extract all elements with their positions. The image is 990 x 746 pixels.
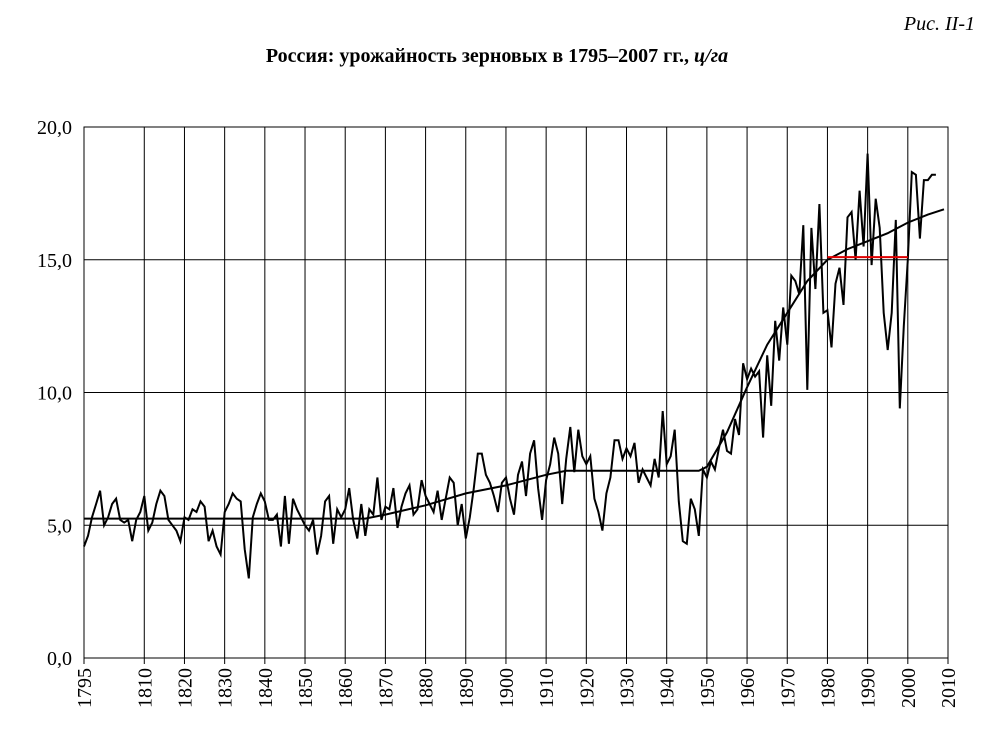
data-line	[84, 208, 945, 520]
x-tick-label: 1970	[777, 668, 799, 708]
y-tick-label: 15,0	[37, 250, 72, 272]
plot-frame	[83, 126, 949, 659]
x-tick-label: 1950	[697, 668, 719, 708]
x-tick-label: 2000	[898, 668, 920, 708]
x-tick-label: 1990	[858, 668, 880, 708]
x-tick-label: 1900	[496, 668, 518, 708]
x-tick-label: 1850	[295, 668, 317, 708]
x-tick-label: 1830	[215, 668, 237, 708]
x-tick-label: 1980	[817, 668, 839, 708]
title-unit: ц/га	[694, 45, 728, 67]
chart-title: Россия: урожайность зерновых в 1795–2007…	[266, 45, 728, 67]
x-tick-label: 1870	[375, 668, 397, 708]
x-tick-label: 1910	[536, 668, 558, 708]
x-tick-label: 1930	[617, 668, 639, 708]
x-tick-label: 2010	[938, 668, 960, 708]
x-tick-label: 1860	[335, 668, 357, 708]
y-tick-label: 10,0	[37, 383, 72, 405]
x-tick-label: 1820	[174, 668, 196, 708]
x-tick-label: 1960	[737, 668, 759, 708]
title-text: Россия: урожайность зерновых в 1795–2007…	[266, 45, 694, 67]
x-tick-label: 1920	[576, 668, 598, 708]
x-tick-label: 1795	[74, 668, 96, 708]
x-tick-label: 1810	[134, 668, 156, 708]
y-tick-label: 20,0	[37, 117, 72, 139]
y-tick-label: 0,0	[47, 648, 72, 670]
y-tick-label: 5,0	[47, 515, 72, 537]
x-tick-label: 1880	[416, 668, 438, 708]
x-tick-label: 1940	[657, 668, 679, 708]
figure-label: Рис. II-1	[903, 13, 975, 35]
x-tick-label: 1890	[456, 668, 478, 708]
x-tick-label: 1840	[255, 668, 277, 708]
data-line	[83, 153, 936, 579]
